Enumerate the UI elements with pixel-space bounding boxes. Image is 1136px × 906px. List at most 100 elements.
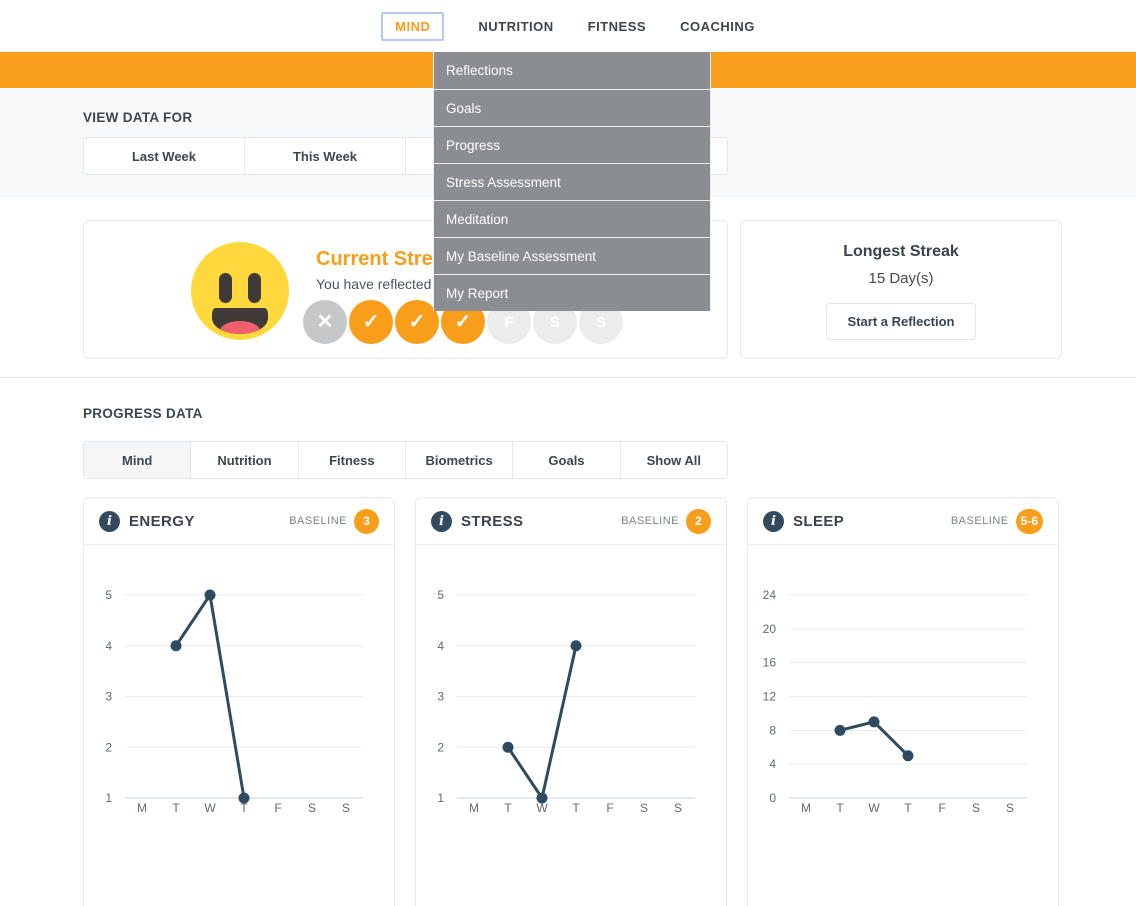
svg-text:24: 24 — [763, 588, 777, 602]
svg-text:T: T — [240, 801, 248, 815]
chart-header-left: i SLEEP — [763, 510, 845, 532]
mind-dropdown-menu: Reflections Goals Progress Stress Assessmen… — [433, 52, 711, 311]
progress-section: PROGRESS DATA Mind Nutrition Fitness Biomet… — [0, 378, 1136, 906]
svg-text:5: 5 — [437, 588, 444, 602]
streak-day-done: ✓ — [349, 300, 393, 344]
chart-header-left: i ENERGY — [99, 510, 195, 532]
info-icon[interactable]: i — [99, 510, 120, 532]
progress-tab-biometrics[interactable]: Biometrics — [405, 442, 514, 478]
menu-item-meditation[interactable]: Meditation — [434, 200, 710, 237]
baseline-label: BASELINE — [621, 515, 679, 527]
progress-tab-show-all[interactable]: Show All — [620, 442, 727, 478]
svg-text:S: S — [972, 801, 980, 815]
menu-item-stress-assessment[interactable]: Stress Assessment — [434, 163, 710, 200]
svg-text:M: M — [801, 801, 811, 815]
day-letter: S — [549, 313, 560, 331]
menu-item-my-report[interactable]: My Report — [434, 274, 710, 311]
top-navigation: MIND NUTRITION FITNESS COACHING — [0, 0, 1136, 52]
info-icon[interactable]: i — [763, 510, 784, 532]
longest-streak-card: Longest Streak 15 Day(s) Start a Reflect… — [740, 220, 1062, 359]
svg-text:W: W — [868, 801, 880, 815]
svg-text:T: T — [904, 801, 912, 815]
day-letter: S — [595, 313, 606, 331]
chart-title: ENERGY — [129, 512, 195, 530]
chart-card-header: i STRESS BASELINE 2 — [416, 498, 726, 545]
svg-text:5: 5 — [105, 588, 112, 602]
svg-text:4: 4 — [769, 757, 776, 771]
start-reflection-button[interactable]: Start a Reflection — [825, 303, 977, 340]
svg-text:T: T — [172, 801, 180, 815]
svg-text:T: T — [504, 801, 512, 815]
longest-streak-value: 15 Day(s) — [868, 270, 934, 287]
nav-item-nutrition[interactable]: NUTRITION — [478, 18, 554, 34]
emoji-mouth — [212, 308, 268, 334]
baseline-badge: 2 — [686, 508, 711, 534]
baseline-label: BASELINE — [289, 515, 347, 527]
progress-tab-nutrition[interactable]: Nutrition — [191, 442, 299, 478]
baseline-badge: 5-6 — [1015, 508, 1043, 534]
emoji-eye-right — [248, 273, 261, 303]
progress-heading: PROGRESS DATA — [83, 406, 203, 421]
svg-text:3: 3 — [437, 690, 444, 704]
svg-text:1: 1 — [437, 791, 444, 805]
svg-text:2: 2 — [437, 740, 444, 754]
check-icon: ✓ — [362, 311, 380, 333]
svg-text:0: 0 — [769, 791, 776, 805]
progress-tabbar: Mind Nutrition Fitness Biometrics Goals Show … — [83, 441, 728, 479]
svg-text:20: 20 — [763, 622, 777, 636]
chart-header-left: i STRESS — [431, 510, 524, 532]
day-letter: F — [504, 313, 514, 331]
x-icon: ✕ — [316, 311, 334, 333]
chart-card-stress: i STRESS BASELINE 2 1 2 3 4 5 M T W T F S S — [415, 497, 727, 906]
longest-streak-title: Longest Streak — [843, 243, 959, 260]
nav-item-fitness[interactable]: FITNESS — [587, 18, 647, 34]
view-data-tab-this-week[interactable]: This Week — [245, 138, 406, 174]
current-streak-subtitle: You have reflected 3 d — [316, 276, 455, 292]
streak-day-missed: ✕ — [303, 300, 347, 344]
svg-text:W: W — [204, 801, 216, 815]
svg-text:S: S — [342, 801, 350, 815]
chart-canvas-stress: 1 2 3 4 5 M T W T F S S — [437, 588, 695, 815]
svg-text:S: S — [1006, 801, 1014, 815]
progress-tab-fitness[interactable]: Fitness — [298, 442, 406, 478]
svg-text:8: 8 — [769, 723, 776, 737]
svg-text:2: 2 — [105, 740, 112, 754]
svg-text:F: F — [274, 801, 281, 815]
nav-item-coaching[interactable]: COACHING — [680, 18, 755, 34]
chart-card-header: i SLEEP BASELINE 5-6 — [748, 498, 1058, 545]
view-data-tab-last-week[interactable]: Last Week — [84, 138, 245, 174]
progress-tab-mind[interactable]: Mind — [84, 442, 192, 478]
baseline-label: BASELINE — [950, 515, 1009, 527]
menu-item-my-baseline-assessment[interactable]: My Baseline Assessment — [434, 237, 710, 274]
smiley-emoji — [191, 242, 289, 340]
svg-text:16: 16 — [763, 656, 777, 670]
svg-text:M: M — [137, 801, 147, 815]
svg-text:S: S — [308, 801, 316, 815]
menu-item-reflections[interactable]: Reflections — [446, 63, 513, 78]
emoji-eye-left — [219, 273, 232, 303]
check-icon: ✓ — [408, 311, 426, 333]
chart-title: STRESS — [461, 512, 524, 530]
chart-header-right: BASELINE 3 — [289, 508, 379, 534]
chart-card-header: i ENERGY BASELINE 3 — [84, 498, 394, 545]
svg-text:S: S — [640, 801, 648, 815]
check-icon: ✓ — [454, 311, 472, 333]
streak-day-done: ✓ — [395, 300, 439, 344]
chart-header-right: BASELINE 2 — [621, 508, 711, 534]
menu-item-goals[interactable]: Goals — [434, 89, 710, 126]
chart-card-sleep: i SLEEP BASELINE 5-6 0 4 8 12 16 20 24 M T W T F S S — [747, 497, 1059, 906]
chart-title: SLEEP — [793, 512, 845, 530]
nav-item-mind[interactable]: MIND — [381, 11, 445, 41]
view-data-heading: VIEW DATA FOR — [83, 110, 193, 125]
svg-text:M: M — [469, 801, 479, 815]
current-streak-title: Current Streak — [316, 248, 455, 270]
svg-text:S: S — [674, 801, 682, 815]
svg-text:T: T — [836, 801, 844, 815]
svg-text:T: T — [572, 801, 580, 815]
svg-text:F: F — [938, 801, 945, 815]
menu-item-progress[interactable]: Progress — [434, 126, 710, 163]
info-icon[interactable]: i — [431, 510, 452, 532]
svg-text:F: F — [606, 801, 613, 815]
progress-tab-goals[interactable]: Goals — [513, 442, 621, 478]
